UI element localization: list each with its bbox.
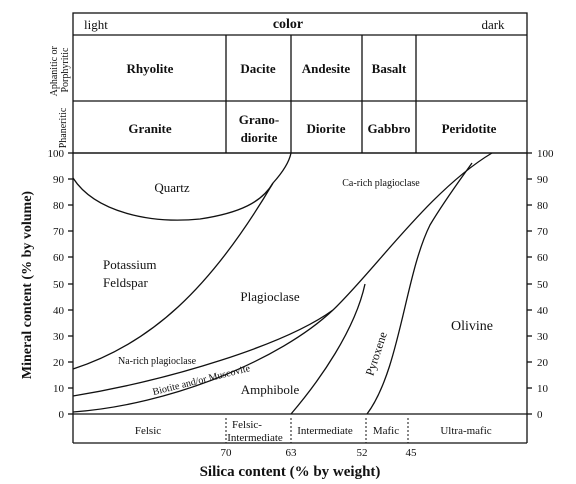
y-axis-label: Mineral content (% by volume) <box>20 191 35 380</box>
category-felsic-intermediate-line2: Intermediate <box>227 432 283 444</box>
rock-peridotite: Peridotite <box>442 121 497 136</box>
label-biotite-muscovite: Biotite and/or Muscovite <box>152 363 252 398</box>
pyroxene-olivine-boundary <box>366 162 473 415</box>
rock-dacite: Dacite <box>240 61 276 76</box>
rock-andesite: Andesite <box>302 61 351 76</box>
category-mafic: Mafic <box>373 425 399 437</box>
y-tick-label-right-80: 80 <box>537 200 549 212</box>
biotite-amphibole-boundary <box>72 309 334 413</box>
category-felsic-intermediate-line1: Felsic- <box>232 419 262 431</box>
y-tick-label-right-40: 40 <box>537 305 549 317</box>
rock-granite: Granite <box>128 121 172 136</box>
granodiorite-boundary-curve <box>272 152 292 184</box>
color-title: color <box>273 17 303 32</box>
rock-granodiorite-line2: diorite <box>241 130 278 145</box>
row-label-phaneritic: Phaneritic <box>58 107 69 148</box>
y-tick-label-right-30: 30 <box>537 331 549 343</box>
y-tick-label-right-100: 100 <box>537 148 554 160</box>
y-ticks-right <box>527 152 532 415</box>
x-tick-45: 45 <box>406 447 418 459</box>
y-tick-label-left-40: 40 <box>53 305 65 317</box>
kfeldspar-plagioclase-boundary <box>72 182 274 370</box>
label-olivine: Olivine <box>451 319 493 334</box>
x-axis-label: Silica content (% by weight) <box>200 464 381 480</box>
y-tick-label-left-0: 0 <box>59 409 65 421</box>
color-dark-label: dark <box>481 17 505 32</box>
rock-granodiorite-line1: Grano- <box>239 112 279 127</box>
y-tick-label-right-60: 60 <box>537 252 549 264</box>
y-tick-label-left-100: 100 <box>48 148 65 160</box>
label-ca-rich-plagioclase: Ca-rich plagioclase <box>342 178 420 189</box>
rock-diorite: Diorite <box>307 121 346 136</box>
y-tick-label-left-70: 70 <box>53 226 65 238</box>
category-intermediate: Intermediate <box>297 425 353 437</box>
y-tick-label-left-50: 50 <box>53 279 65 291</box>
x-tick-52: 52 <box>357 447 368 459</box>
y-tick-label-left-80: 80 <box>53 200 65 212</box>
rock-basalt: Basalt <box>372 61 407 76</box>
x-tick-63: 63 <box>286 447 298 459</box>
y-tick-label-right-0: 0 <box>537 409 543 421</box>
y-tick-label-right-50: 50 <box>537 279 549 291</box>
row-label-aphanitic-line2: Porphyritic <box>60 47 71 93</box>
rock-rhyolite: Rhyolite <box>127 61 174 76</box>
row-label-aphanitic-line1: Aphanitic or <box>49 45 60 96</box>
y-tick-label-left-10: 10 <box>53 383 65 395</box>
y-tick-labels-right: 0 10 20 30 40 50 60 70 80 90 100 <box>537 148 554 421</box>
category-ultra-mafic: Ultra-mafic <box>440 425 491 437</box>
y-tick-label-right-90: 90 <box>537 174 549 186</box>
rock-gabbro: Gabbro <box>367 121 410 136</box>
y-tick-label-left-20: 20 <box>53 357 65 369</box>
row-label-aphanitic: Aphanitic or Porphyritic <box>49 44 71 97</box>
y-tick-label-left-90: 90 <box>53 174 65 186</box>
label-quartz: Quartz <box>154 180 190 195</box>
label-amphibole: Amphibole <box>241 382 300 397</box>
category-felsic: Felsic <box>135 425 161 437</box>
y-tick-label-right-70: 70 <box>537 226 549 238</box>
y-tick-label-right-10: 10 <box>537 383 549 395</box>
x-tick-70: 70 <box>221 447 233 459</box>
label-pyroxene: Pyroxene <box>363 330 390 377</box>
quartz-boundary-curve <box>72 177 274 221</box>
label-feldspar: Feldspar <box>103 275 148 290</box>
plagioclase-pyroxene-boundary <box>332 152 493 311</box>
na-plagioclase-biotite-boundary <box>72 309 334 397</box>
label-potassium: Potassium <box>103 257 156 272</box>
label-plagioclase: Plagioclase <box>240 289 299 304</box>
amphibole-pyroxene-boundary <box>290 283 366 415</box>
y-ticks-left <box>68 152 73 415</box>
y-tick-label-right-20: 20 <box>537 357 549 369</box>
color-light-label: light <box>84 17 108 32</box>
y-tick-label-left-30: 30 <box>53 331 65 343</box>
y-tick-label-left-60: 60 <box>53 252 65 264</box>
y-tick-labels-left: 0 10 20 30 40 50 60 70 80 90 100 <box>48 148 65 421</box>
label-na-rich-plagioclase: Na-rich plagioclase <box>118 356 197 367</box>
